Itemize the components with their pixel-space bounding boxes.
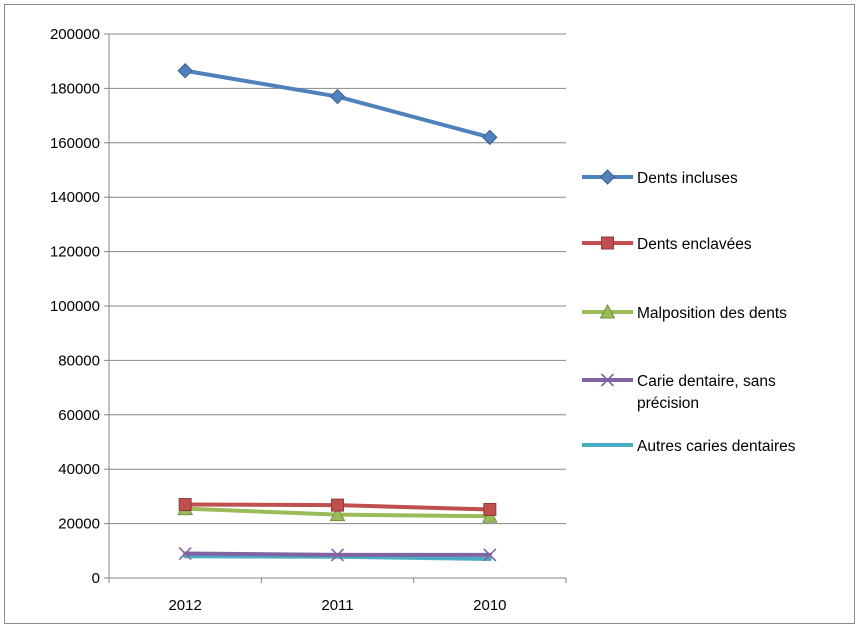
series-1: [177, 63, 498, 146]
y-tick-label: 100000: [50, 298, 100, 315]
legend-label: Malposition des dents: [637, 305, 787, 322]
legend-swatch-marker: [599, 169, 616, 185]
legend-item: Dents incluses: [582, 169, 738, 187]
y-tick-label: 160000: [50, 135, 100, 152]
y-tick-label: 120000: [50, 244, 100, 261]
data-point: [177, 63, 193, 79]
data-point: [178, 546, 192, 561]
axes: [104, 33, 567, 583]
data-point: [329, 88, 346, 105]
data-point: [329, 506, 346, 522]
legend-swatch-marker: [601, 236, 614, 250]
marker-stroke: [483, 548, 497, 562]
gridlines: [109, 33, 566, 525]
series-4: [178, 546, 497, 562]
y-tick-label: 20000: [58, 516, 100, 533]
legend-swatch-marker: [599, 303, 616, 319]
y-tick-label: 60000: [58, 407, 100, 424]
x-tick-labels: 2012 2011 2010: [168, 597, 506, 614]
y-tick-label: 40000: [58, 461, 100, 478]
y-tick-labels: 0 20000 40000 60000 80000 100000 120000 140000 1…: [50, 26, 100, 587]
y-tick-label: 180000: [50, 80, 100, 97]
y-tick-label: 140000: [50, 189, 100, 206]
legend: Dents incluses Dents enclavées Malposition…: [582, 169, 796, 455]
legend-label: précision: [637, 395, 699, 412]
chart-frame: 0 20000 40000 60000 80000 100000 120000 140000 1…: [4, 4, 855, 624]
marker-stroke: [330, 548, 345, 562]
series-2: [178, 498, 497, 516]
data-point: [178, 498, 192, 512]
y-tick-label: 200000: [50, 26, 100, 43]
y-tick-label: 80000: [58, 352, 100, 369]
line-chart: 0 20000 40000 60000 80000 100000 120000 140000 1…: [50, 26, 796, 614]
legend-label: Dents enclavées: [637, 236, 752, 253]
y-tick-label: 0: [92, 570, 100, 587]
legend-label: Autres caries dentaires: [637, 438, 796, 455]
x-tick-label: 2010: [473, 597, 506, 614]
series-lines: [177, 63, 498, 562]
legend-swatch-marker: [600, 373, 615, 387]
x-tick-label: 2012: [168, 597, 201, 614]
data-point: [483, 548, 497, 562]
legend-label: Carie dentaire, sans: [637, 373, 776, 390]
data-point: [482, 129, 498, 146]
legend-item: Carie dentaire, sans précision: [582, 373, 776, 412]
marker-stroke: [600, 373, 615, 387]
legend-item: Malposition des dents: [582, 303, 787, 322]
legend-item: Dents enclavées: [582, 236, 752, 253]
data-point: [331, 498, 344, 512]
marker-stroke: [178, 546, 192, 561]
legend-item: Autres caries dentaires: [582, 438, 796, 455]
data-point: [330, 548, 345, 562]
x-tick-label: 2011: [321, 597, 353, 614]
data-point: [483, 502, 497, 516]
legend-label: Dents incluses: [637, 170, 738, 187]
